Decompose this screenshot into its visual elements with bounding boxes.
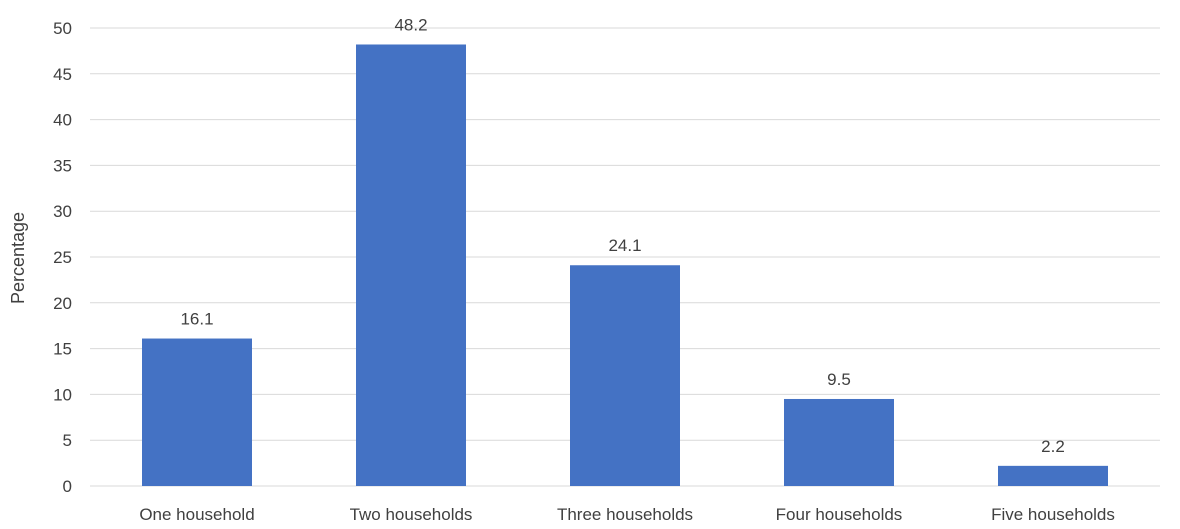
y-tick-label: 40 [53,111,72,130]
bar-one-household [142,338,252,486]
bars [142,44,1108,486]
y-axis-ticks: 0 5 10 15 20 25 30 35 40 45 50 [53,19,72,496]
y-tick-label: 35 [53,156,72,175]
bar-two-households [356,44,466,486]
y-tick-label: 50 [53,19,72,38]
x-tick-label: Five households [991,505,1115,524]
bar-four-households [784,398,894,486]
x-tick-label: Two households [350,505,473,524]
data-label: 9.5 [827,370,851,389]
data-label: 2.2 [1041,437,1065,456]
bar-five-households [998,465,1108,486]
x-axis-ticks: One household Two households Three househo… [139,505,1115,524]
data-labels: 16.1 48.2 24.1 9.5 2.2 [180,15,1064,455]
y-tick-label: 20 [53,294,72,313]
x-tick-label: One household [139,505,254,524]
data-label: 16.1 [180,310,213,329]
y-tick-label: 25 [53,248,72,267]
x-tick-label: Four households [776,505,903,524]
bar-three-households [570,265,680,486]
y-tick-label: 5 [63,431,72,450]
y-tick-label: 15 [53,340,72,359]
y-axis-title: Percentage [8,212,28,304]
x-tick-label: Three households [557,505,693,524]
y-tick-label: 10 [53,385,72,404]
data-label: 48.2 [394,15,427,34]
y-tick-label: 45 [53,65,72,84]
data-label: 24.1 [608,236,641,255]
y-tick-label: 30 [53,202,72,221]
y-tick-label: 0 [63,477,72,496]
